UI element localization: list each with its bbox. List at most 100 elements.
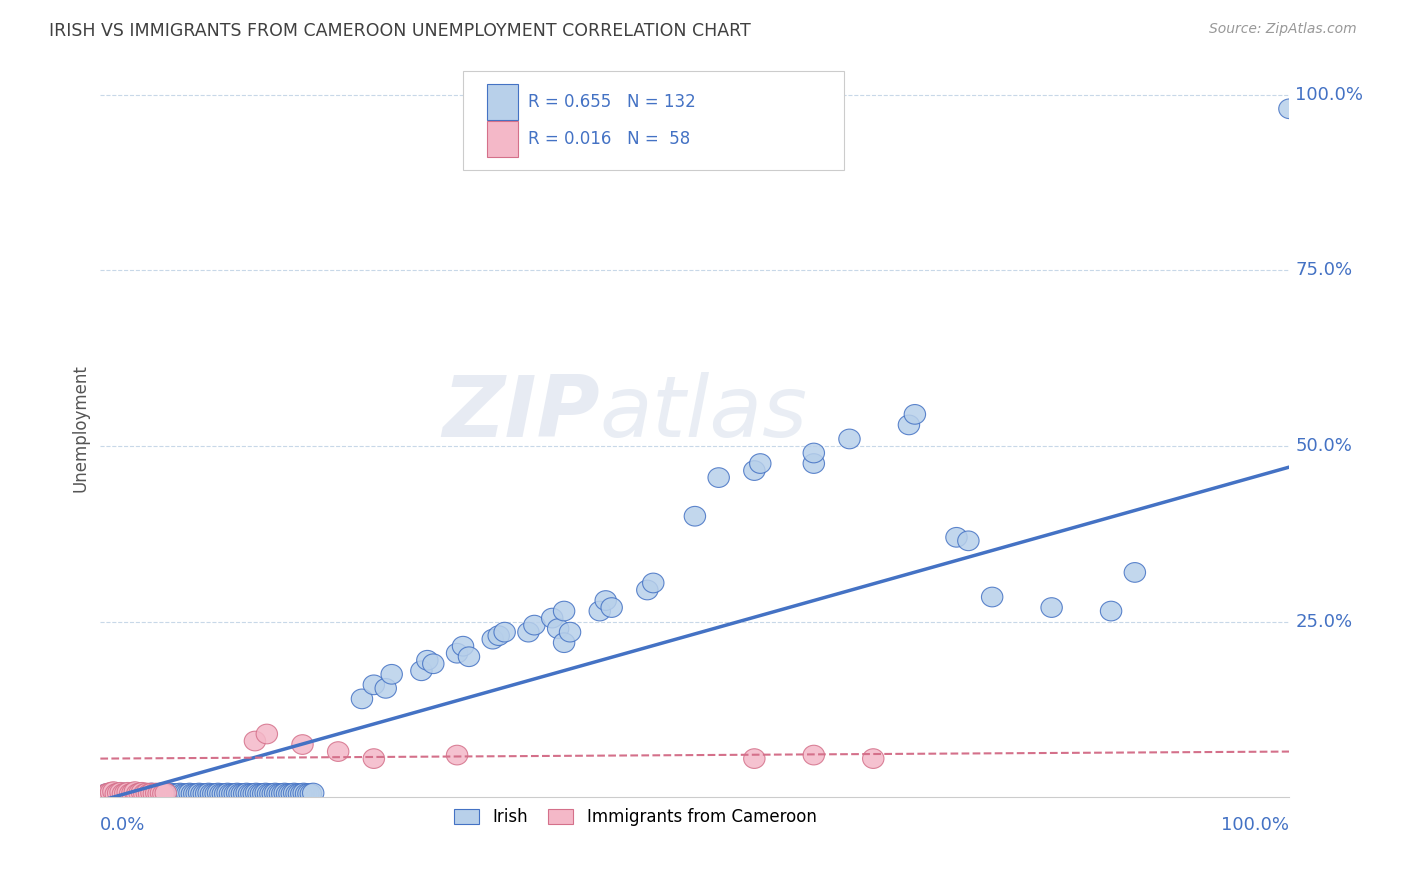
Ellipse shape — [278, 784, 299, 804]
FancyBboxPatch shape — [486, 120, 517, 157]
Text: Source: ZipAtlas.com: Source: ZipAtlas.com — [1209, 22, 1357, 37]
Ellipse shape — [554, 601, 575, 621]
Ellipse shape — [423, 654, 444, 673]
Ellipse shape — [246, 783, 267, 803]
Text: 25.0%: 25.0% — [1295, 613, 1353, 631]
Ellipse shape — [375, 679, 396, 698]
Ellipse shape — [195, 784, 217, 804]
Ellipse shape — [96, 784, 117, 804]
Ellipse shape — [637, 580, 658, 599]
Ellipse shape — [98, 784, 120, 804]
Ellipse shape — [112, 783, 134, 803]
Ellipse shape — [215, 784, 236, 804]
Ellipse shape — [1125, 563, 1146, 582]
Ellipse shape — [363, 675, 385, 695]
Ellipse shape — [122, 783, 143, 803]
Ellipse shape — [1278, 99, 1301, 119]
Ellipse shape — [172, 784, 193, 804]
Ellipse shape — [134, 784, 155, 804]
Ellipse shape — [184, 784, 205, 804]
Ellipse shape — [560, 623, 581, 642]
Ellipse shape — [107, 784, 129, 804]
Y-axis label: Unemployment: Unemployment — [72, 365, 89, 492]
Ellipse shape — [685, 507, 706, 526]
Ellipse shape — [209, 784, 231, 804]
Ellipse shape — [110, 784, 131, 804]
Ellipse shape — [250, 784, 271, 804]
Ellipse shape — [482, 630, 503, 649]
Ellipse shape — [589, 601, 610, 621]
Ellipse shape — [110, 782, 131, 802]
Ellipse shape — [96, 784, 117, 804]
Ellipse shape — [898, 415, 920, 434]
Ellipse shape — [240, 784, 262, 804]
Ellipse shape — [904, 405, 925, 425]
Ellipse shape — [253, 784, 274, 804]
Ellipse shape — [231, 784, 253, 804]
Ellipse shape — [179, 783, 200, 803]
Ellipse shape — [262, 784, 284, 804]
Ellipse shape — [131, 782, 153, 802]
Ellipse shape — [541, 608, 562, 628]
Ellipse shape — [120, 784, 141, 804]
Ellipse shape — [107, 783, 129, 803]
Ellipse shape — [165, 784, 186, 804]
Ellipse shape — [150, 783, 172, 803]
FancyBboxPatch shape — [486, 84, 517, 120]
Ellipse shape — [105, 784, 127, 804]
Ellipse shape — [115, 784, 136, 804]
Ellipse shape — [494, 623, 516, 642]
Ellipse shape — [547, 619, 569, 639]
Ellipse shape — [167, 784, 188, 804]
Ellipse shape — [643, 574, 664, 593]
Ellipse shape — [744, 461, 765, 481]
Text: R = 0.016   N =  58: R = 0.016 N = 58 — [529, 129, 690, 147]
Ellipse shape — [193, 784, 215, 804]
Ellipse shape — [264, 783, 285, 803]
Ellipse shape — [124, 784, 146, 804]
Ellipse shape — [103, 781, 124, 801]
Text: IRISH VS IMMIGRANTS FROM CAMEROON UNEMPLOYMENT CORRELATION CHART: IRISH VS IMMIGRANTS FROM CAMEROON UNEMPL… — [49, 22, 751, 40]
Ellipse shape — [100, 784, 122, 804]
Ellipse shape — [288, 784, 309, 804]
Ellipse shape — [200, 784, 222, 804]
Ellipse shape — [169, 783, 191, 803]
Ellipse shape — [146, 784, 167, 804]
Text: 75.0%: 75.0% — [1295, 261, 1353, 279]
Ellipse shape — [136, 784, 157, 804]
Ellipse shape — [257, 784, 278, 804]
Ellipse shape — [254, 783, 277, 803]
Ellipse shape — [284, 783, 305, 803]
Ellipse shape — [267, 784, 288, 804]
Ellipse shape — [117, 784, 138, 804]
Text: 0.0%: 0.0% — [100, 815, 146, 834]
Ellipse shape — [181, 784, 202, 804]
Ellipse shape — [160, 783, 181, 803]
Ellipse shape — [281, 784, 302, 804]
Ellipse shape — [416, 650, 439, 670]
Ellipse shape — [112, 784, 134, 804]
Ellipse shape — [957, 531, 979, 550]
Ellipse shape — [803, 454, 824, 474]
Ellipse shape — [136, 783, 157, 803]
Ellipse shape — [352, 689, 373, 709]
Text: R = 0.655   N = 132: R = 0.655 N = 132 — [529, 93, 696, 111]
Legend: Irish, Immigrants from Cameroon: Irish, Immigrants from Cameroon — [447, 802, 823, 833]
Text: 100.0%: 100.0% — [1295, 86, 1364, 103]
Ellipse shape — [176, 784, 198, 804]
Ellipse shape — [453, 636, 474, 656]
Ellipse shape — [458, 647, 479, 666]
Ellipse shape — [129, 784, 150, 804]
Ellipse shape — [488, 626, 509, 646]
Ellipse shape — [363, 748, 385, 768]
Ellipse shape — [243, 784, 264, 804]
Ellipse shape — [236, 783, 257, 803]
Ellipse shape — [523, 615, 546, 635]
Ellipse shape — [103, 783, 124, 803]
Ellipse shape — [292, 783, 315, 803]
Ellipse shape — [256, 724, 277, 744]
Ellipse shape — [148, 784, 169, 804]
Text: 50.0%: 50.0% — [1295, 437, 1353, 455]
Ellipse shape — [148, 784, 169, 804]
Ellipse shape — [709, 467, 730, 487]
